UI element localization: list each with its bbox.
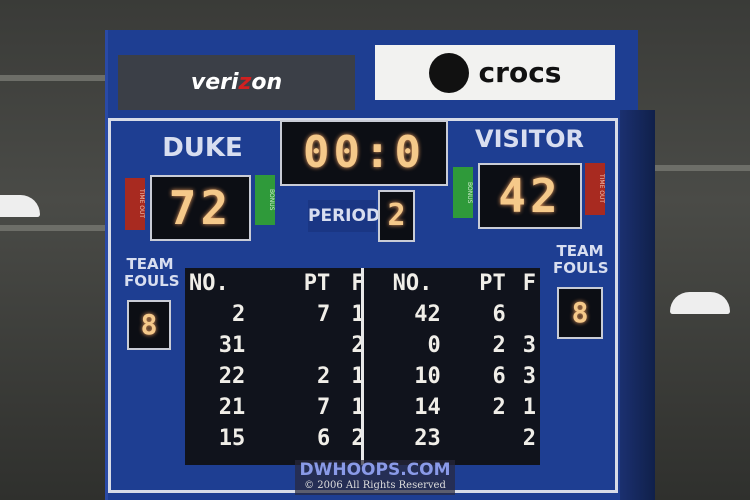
crocs-sponsor-panel: crocs bbox=[375, 45, 615, 100]
visitor-points: 6 bbox=[492, 302, 506, 327]
visitor-points: 2 bbox=[492, 333, 506, 358]
home-points: 7 bbox=[316, 395, 331, 420]
visitor-fouls: 3 bbox=[522, 364, 536, 389]
visitor-bonus-indicator: BONUS bbox=[453, 167, 473, 218]
visitor-fouls: 3 bbox=[522, 333, 536, 358]
period-label: PERIOD bbox=[308, 200, 380, 232]
visitor-points: 2 bbox=[492, 395, 506, 420]
visitor-number: 0 bbox=[427, 333, 441, 358]
home-team-name: DUKE bbox=[162, 133, 243, 163]
home-bonus-indicator: BONUS bbox=[255, 175, 275, 225]
scoreboard-side bbox=[620, 110, 655, 500]
player-stats-header: NO. PT F NO. PT F bbox=[185, 268, 540, 299]
visitor-points: 6 bbox=[492, 364, 506, 389]
visitor-team-name: VISITOR bbox=[475, 125, 584, 153]
home-fouls: 2 bbox=[351, 333, 365, 358]
home-number: 22 bbox=[218, 364, 246, 389]
home-points bbox=[285, 330, 334, 361]
verizon-sponsor-panel: veri z on bbox=[118, 55, 355, 110]
ceiling-beam bbox=[0, 225, 105, 231]
visitor-timeout-indicator: TIME OUT bbox=[585, 163, 605, 215]
home-fouls: 1 bbox=[351, 364, 365, 389]
home-score: 72 bbox=[150, 175, 251, 241]
visitor-fouls: 1 bbox=[522, 395, 536, 420]
home-points: 2 bbox=[316, 364, 331, 389]
home-fouls: 1 bbox=[351, 395, 365, 420]
header-visitor-points: PT bbox=[479, 271, 506, 296]
visitor-number: 14 bbox=[414, 395, 441, 420]
header-home-points: PT bbox=[303, 271, 331, 296]
home-fouls: 2 bbox=[351, 426, 365, 451]
visitor-team-fouls: 8 bbox=[557, 287, 603, 339]
header-home-number: NO. bbox=[189, 271, 229, 296]
home-timeout-indicator: TIME OUT bbox=[125, 178, 145, 230]
home-number: 21 bbox=[218, 395, 246, 420]
visitor-score: 42 bbox=[478, 163, 582, 229]
ceiling-beam bbox=[655, 165, 750, 171]
visitor-number: 42 bbox=[414, 302, 441, 327]
watermark-site: DWHOOPS.COM bbox=[299, 460, 451, 480]
home-number: 31 bbox=[218, 333, 246, 358]
header-visitor-number: NO. bbox=[392, 271, 433, 296]
visitor-fouls: 2 bbox=[522, 426, 536, 451]
watermark: DWHOOPS.COM © 2006 All Rights Reserved bbox=[295, 460, 455, 495]
header-home-fouls: F bbox=[351, 271, 365, 296]
crocs-logo-icon bbox=[428, 52, 469, 93]
home-number: 15 bbox=[218, 426, 246, 451]
ceiling-lamp bbox=[670, 292, 730, 314]
watermark-copyright: © 2006 All Rights Reserved bbox=[304, 480, 446, 491]
period-value: 2 bbox=[378, 190, 415, 242]
visitor-team-fouls-label: TEAM FOULS bbox=[553, 242, 609, 277]
home-points: 6 bbox=[316, 426, 331, 451]
visitor-fouls bbox=[510, 299, 540, 330]
header-visitor-fouls: F bbox=[522, 271, 536, 296]
home-team-fouls-label: TEAM FOULS bbox=[124, 255, 180, 290]
game-clock: 00:0 bbox=[280, 120, 448, 186]
home-fouls: 1 bbox=[351, 302, 365, 327]
player-stats-board: NO. PT F NO. PT F 2 7 1 42 6 31 2 0 2 3 22 2 1 10 6 3 21… bbox=[185, 268, 540, 465]
visitor-number: 10 bbox=[414, 364, 441, 389]
home-number: 2 bbox=[231, 302, 246, 327]
player-row: 21 7 1 14 2 1 bbox=[185, 392, 540, 423]
player-row: 15 6 2 23 2 bbox=[185, 423, 540, 454]
ceiling-lamp bbox=[0, 195, 40, 217]
visitor-number: 23 bbox=[414, 426, 441, 451]
team-divider bbox=[361, 268, 364, 465]
home-points: 7 bbox=[316, 302, 331, 327]
visitor-points bbox=[461, 423, 510, 454]
home-team-fouls: 8 bbox=[127, 300, 171, 350]
ceiling-beam bbox=[0, 75, 105, 81]
